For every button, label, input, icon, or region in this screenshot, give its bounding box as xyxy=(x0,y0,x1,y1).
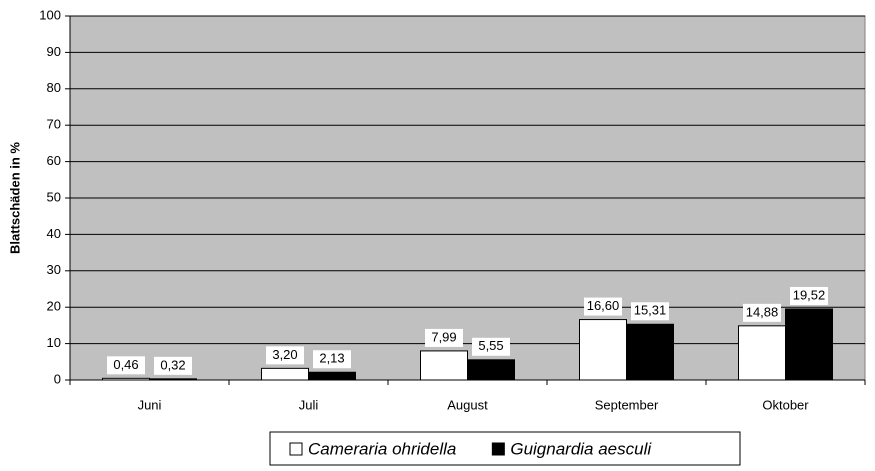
bar xyxy=(261,367,309,381)
value-label: 5,55 xyxy=(478,338,503,353)
bar xyxy=(785,308,833,381)
x-tick-label: Juli xyxy=(299,397,319,412)
y-tick-label: 100 xyxy=(39,7,61,22)
value-label: 16,60 xyxy=(587,298,620,313)
y-tick-label: 0 xyxy=(54,371,61,386)
value-label-bg xyxy=(631,302,669,321)
value-label: 3,20 xyxy=(272,347,297,362)
legend xyxy=(269,431,741,466)
value-label: 14,88 xyxy=(746,304,779,319)
y-tick-label: 50 xyxy=(47,189,61,204)
value-label: 0,46 xyxy=(113,357,138,372)
x-tick-label: August xyxy=(447,397,488,412)
bar xyxy=(149,378,197,381)
y-tick-label: 60 xyxy=(47,153,61,168)
legend-swatch xyxy=(491,442,505,456)
value-label: 2,13 xyxy=(319,351,344,366)
value-label-bg xyxy=(313,350,351,369)
y-tick-label: 30 xyxy=(47,262,61,277)
legend-label: Cameraria ohridella xyxy=(308,439,456,458)
bar xyxy=(626,323,674,381)
value-label: 15,31 xyxy=(634,303,667,318)
bar xyxy=(738,325,786,381)
y-tick-label: 40 xyxy=(47,226,61,241)
y-tick-label: 80 xyxy=(47,80,61,95)
y-tick-label: 90 xyxy=(47,44,61,59)
value-label: 0,32 xyxy=(160,357,185,372)
y-tick-label: 70 xyxy=(47,117,61,132)
value-label-bg xyxy=(266,346,304,365)
x-tick-label: September xyxy=(595,397,659,412)
bar xyxy=(308,371,356,381)
value-label-bg xyxy=(425,328,463,347)
legend-label: Guignardia aesculi xyxy=(510,439,652,458)
x-tick-label: Juni xyxy=(138,397,162,412)
value-label: 19,52 xyxy=(793,287,826,302)
value-label-bg xyxy=(584,297,622,316)
bar xyxy=(420,350,468,381)
value-label-bg xyxy=(472,337,510,356)
value-label-bg xyxy=(154,356,192,375)
value-label-bg xyxy=(743,303,781,322)
bar xyxy=(467,359,515,381)
value-label-bg xyxy=(790,286,828,305)
bar xyxy=(102,377,150,381)
legend-swatch xyxy=(289,442,303,456)
value-label: 7,99 xyxy=(431,329,456,344)
x-tick-label: Oktober xyxy=(762,397,809,412)
value-label-bg xyxy=(107,356,145,375)
y-axis-label: Blattschäden in % xyxy=(7,142,22,254)
y-tick-label: 20 xyxy=(47,299,61,314)
y-tick-label: 10 xyxy=(47,335,61,350)
bar xyxy=(579,319,627,381)
